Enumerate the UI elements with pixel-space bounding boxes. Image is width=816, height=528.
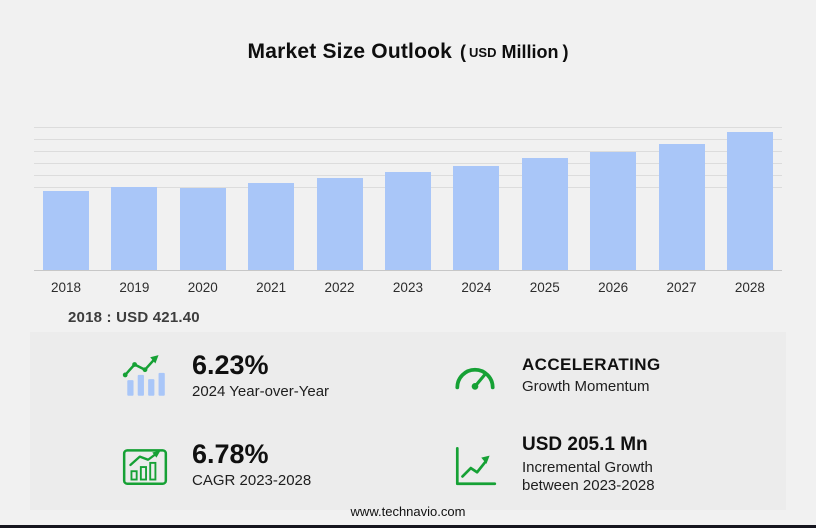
bar-2026 bbox=[590, 152, 637, 270]
page-title: Market Size Outlook (USD Million) bbox=[0, 40, 816, 64]
base-year-annotation: 2018 : USD 421.40 bbox=[68, 309, 200, 326]
x-tick-2020: 2020 bbox=[187, 280, 218, 295]
title-unit-scale: Million bbox=[501, 42, 559, 62]
incremental-growth-label: Incremental Growth between 2023-2028 bbox=[522, 458, 655, 495]
bar-2023 bbox=[384, 172, 431, 270]
bar-2028 bbox=[726, 132, 773, 270]
website-url: www.technavio.com bbox=[350, 504, 466, 519]
cagr-label: CAGR 2023-2028 bbox=[192, 472, 312, 490]
gridline bbox=[34, 127, 782, 128]
gridline bbox=[34, 139, 782, 140]
bar-2018 bbox=[43, 191, 89, 270]
bar-2024 bbox=[453, 166, 500, 270]
x-tick-2022: 2022 bbox=[324, 280, 355, 295]
growth-momentum-label: Growth Momentum bbox=[522, 377, 650, 395]
bottom-accent-bar bbox=[0, 525, 816, 528]
stats-panel-background bbox=[30, 332, 786, 510]
x-tick-2024: 2024 bbox=[461, 280, 492, 295]
x-tick-2027: 2027 bbox=[666, 280, 697, 295]
bar-2025 bbox=[521, 158, 568, 270]
x-tick-2025: 2025 bbox=[529, 280, 560, 295]
stat-growth-momentum: ACCELERATING Growth Momentum bbox=[408, 332, 816, 421]
stat-cagr: 6.78% CAGR 2023-2028 bbox=[0, 421, 408, 510]
title-paren-open: ( bbox=[460, 42, 467, 62]
bar-2020 bbox=[179, 188, 226, 270]
bar-2022 bbox=[316, 178, 363, 270]
stat-incremental-growth: USD 205.1 Mn Incremental Growth between … bbox=[408, 421, 816, 510]
incremental-growth-value: USD 205.1 Mn bbox=[522, 433, 648, 455]
x-tick-2018: 2018 bbox=[50, 280, 82, 295]
yoy-growth-icon bbox=[120, 352, 170, 402]
cagr-value: 6.78% bbox=[192, 438, 269, 469]
stat-yoy-growth: 6.23% 2024 Year-over-Year bbox=[0, 332, 408, 421]
bar-2021 bbox=[248, 183, 295, 270]
title-unit-currency: USD bbox=[469, 45, 497, 60]
yoy-growth-value: 6.23% bbox=[192, 349, 269, 380]
stats-grid: 6.23% 2024 Year-over-Year ACCELERATING G… bbox=[0, 332, 816, 510]
speedometer-icon bbox=[450, 352, 500, 402]
x-tick-2026: 2026 bbox=[598, 280, 629, 295]
title-paren-close: ) bbox=[562, 42, 569, 62]
plot-area bbox=[34, 125, 782, 271]
chart-title: Market Size Outlook bbox=[247, 40, 453, 63]
gridline bbox=[34, 151, 782, 152]
gridline bbox=[34, 163, 782, 164]
incremental-growth-icon bbox=[450, 441, 500, 491]
bar-2027 bbox=[658, 144, 705, 270]
yoy-growth-label: 2024 Year-over-Year bbox=[192, 383, 330, 401]
bar-2019 bbox=[111, 187, 158, 270]
x-tick-2021: 2021 bbox=[256, 280, 287, 295]
bars bbox=[34, 125, 782, 270]
market-size-bar-chart: 2018 2019 2020 2021 2022 2023 2024 2025 2026 2027… bbox=[34, 125, 782, 295]
growth-momentum-value: ACCELERATING bbox=[522, 355, 661, 375]
x-axis-labels: 2018 2019 2020 2021 2022 2023 2024 2025 2026 2027… bbox=[34, 280, 782, 295]
x-tick-2019: 2019 bbox=[119, 280, 150, 295]
x-tick-2028: 2028 bbox=[734, 280, 765, 295]
x-tick-2023: 2023 bbox=[392, 280, 423, 295]
cagr-icon bbox=[120, 441, 170, 491]
